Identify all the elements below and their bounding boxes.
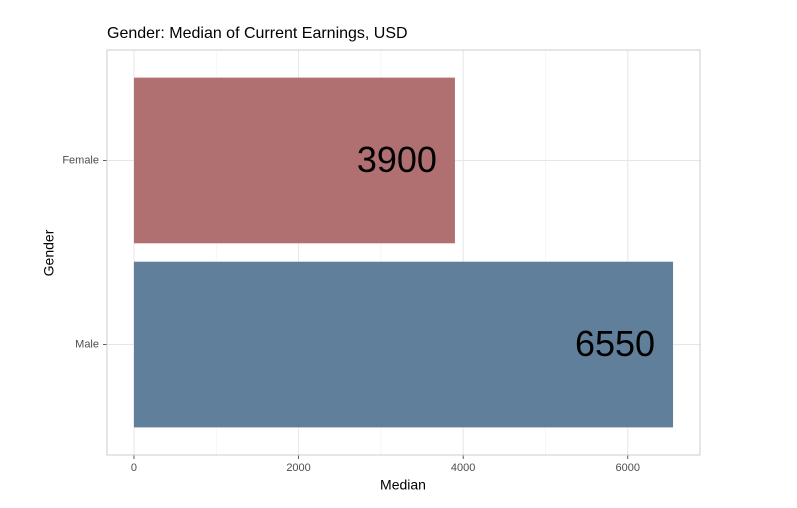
bar: [133, 77, 455, 244]
x-axis-label: Median: [380, 477, 426, 493]
data-label: 6550: [575, 323, 655, 364]
chart-title: Gender: Median of Current Earnings, USD: [107, 25, 408, 42]
y-tick-label: Male: [75, 338, 99, 350]
plot-border: [106, 49, 701, 456]
y-tick-label: Female: [62, 154, 99, 166]
data-label: 3900: [357, 139, 437, 180]
x-tick-label: 2000: [286, 462, 310, 474]
y-axis-label: Gender: [41, 229, 57, 276]
x-tick-label: 0: [131, 462, 137, 474]
x-tick-label: 4000: [451, 462, 475, 474]
bar: [133, 261, 674, 428]
x-tick-label: 6000: [616, 462, 640, 474]
